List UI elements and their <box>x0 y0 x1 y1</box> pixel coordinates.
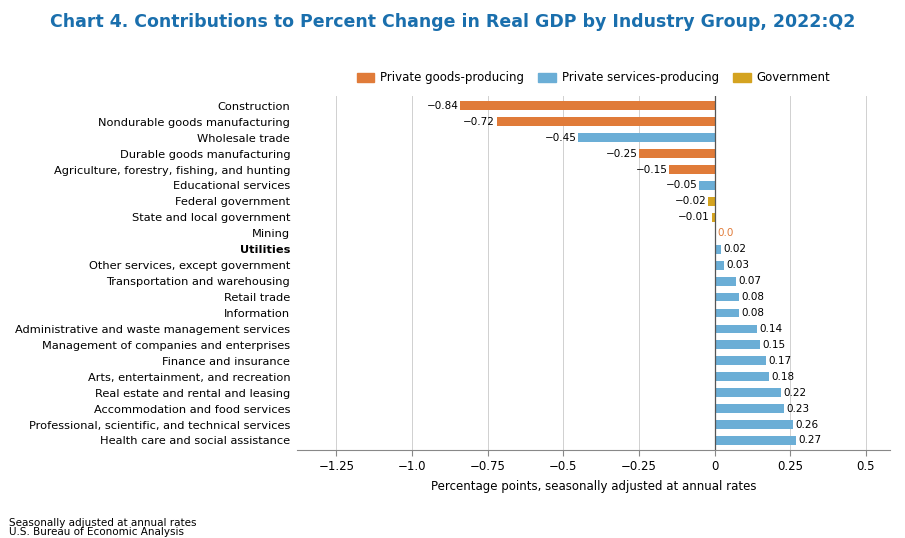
Legend: Private goods-producing, Private services-producing, Government: Private goods-producing, Private service… <box>352 67 835 89</box>
Text: −0.84: −0.84 <box>427 101 459 111</box>
Text: −0.02: −0.02 <box>675 196 707 207</box>
Text: 0.22: 0.22 <box>784 388 806 398</box>
Text: −0.05: −0.05 <box>666 180 698 190</box>
Bar <box>639 149 715 158</box>
Bar <box>715 420 793 429</box>
Bar <box>715 356 766 365</box>
Bar <box>715 372 769 381</box>
Text: 0.08: 0.08 <box>741 308 764 318</box>
Bar <box>709 197 715 206</box>
Bar <box>715 277 736 286</box>
Text: 0.07: 0.07 <box>738 276 761 286</box>
Bar <box>715 341 760 349</box>
Text: 0.18: 0.18 <box>771 372 795 382</box>
X-axis label: Percentage points, seasonally adjusted at annual rates: Percentage points, seasonally adjusted a… <box>431 480 757 493</box>
Bar <box>715 436 796 445</box>
Text: 0.14: 0.14 <box>759 324 783 334</box>
Bar <box>715 324 757 334</box>
Text: 0.03: 0.03 <box>726 260 749 270</box>
Bar <box>711 213 715 222</box>
Text: Seasonally adjusted at annual rates: Seasonally adjusted at annual rates <box>9 518 196 528</box>
Bar <box>715 388 781 397</box>
Bar <box>715 404 784 413</box>
Text: −0.15: −0.15 <box>636 165 668 174</box>
Text: −0.72: −0.72 <box>463 117 495 127</box>
Bar <box>497 117 715 126</box>
Bar <box>715 309 738 317</box>
Bar <box>461 102 715 110</box>
Text: Chart 4. Contributions to Percent Change in Real GDP by Industry Group, 2022:Q2: Chart 4. Contributions to Percent Change… <box>50 13 855 31</box>
Text: 0.17: 0.17 <box>768 356 792 366</box>
Text: −0.01: −0.01 <box>678 213 710 222</box>
Bar <box>700 181 715 190</box>
Bar <box>578 133 715 142</box>
Text: 0.15: 0.15 <box>762 340 786 350</box>
Bar <box>715 245 720 253</box>
Bar <box>715 293 738 301</box>
Text: 0.23: 0.23 <box>786 404 810 414</box>
Text: 0.26: 0.26 <box>795 420 819 429</box>
Text: −0.25: −0.25 <box>605 148 637 159</box>
Text: U.S. Bureau of Economic Analysis: U.S. Bureau of Economic Analysis <box>9 527 184 537</box>
Text: 0.08: 0.08 <box>741 292 764 302</box>
Text: 0.27: 0.27 <box>798 435 822 445</box>
Text: 0.02: 0.02 <box>723 244 746 254</box>
Text: −0.45: −0.45 <box>545 133 576 143</box>
Text: 0.0: 0.0 <box>717 228 733 238</box>
Bar <box>715 261 724 270</box>
Bar <box>669 165 715 174</box>
